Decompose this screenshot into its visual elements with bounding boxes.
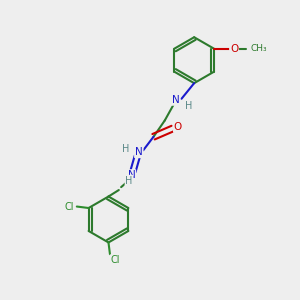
Text: H: H	[125, 176, 133, 186]
Text: N: N	[172, 95, 179, 105]
Text: O: O	[230, 44, 238, 54]
Text: O: O	[174, 122, 182, 132]
Text: H: H	[122, 143, 130, 154]
Text: Cl: Cl	[110, 255, 120, 265]
Text: H: H	[185, 101, 193, 111]
Text: CH₃: CH₃	[251, 44, 268, 53]
Text: Cl: Cl	[65, 202, 74, 212]
Text: N: N	[135, 147, 143, 158]
Text: N: N	[128, 170, 135, 180]
